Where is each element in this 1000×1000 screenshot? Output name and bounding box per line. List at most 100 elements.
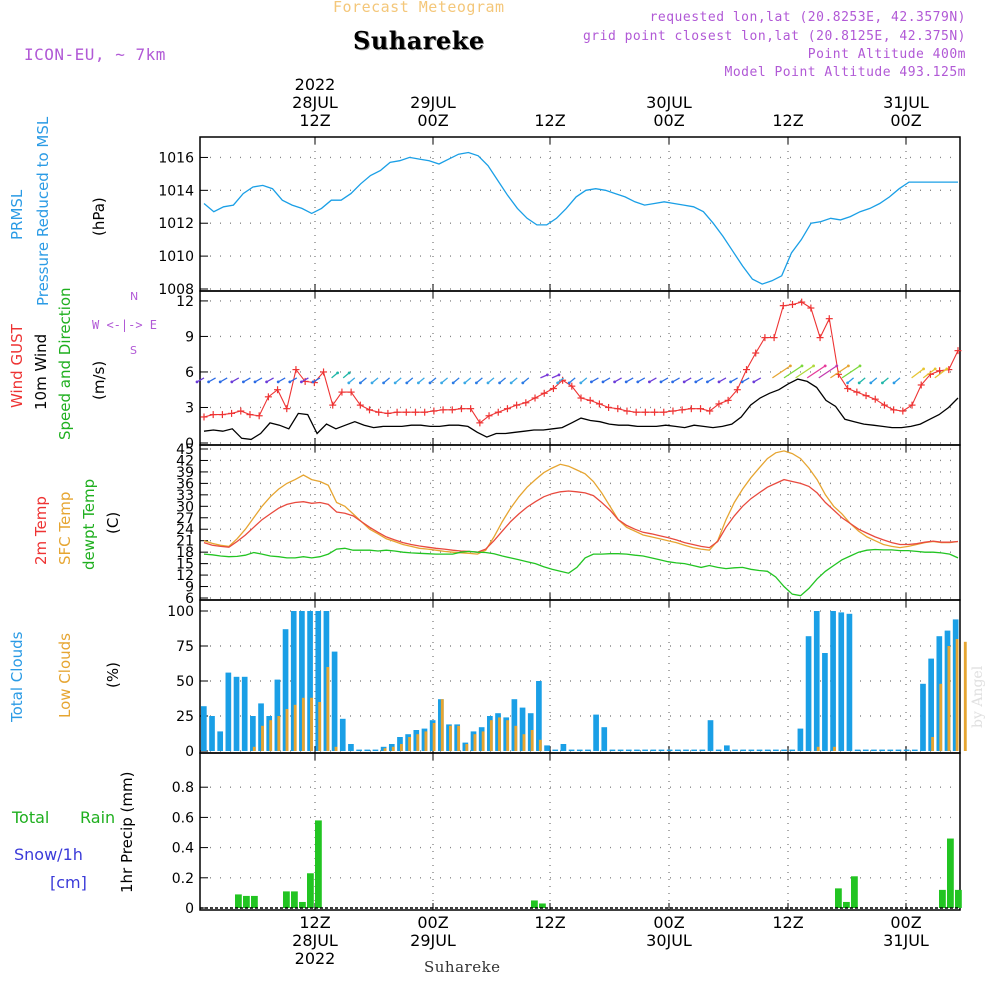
wind-arrow-head	[195, 380, 199, 384]
total-cloud-bar	[691, 749, 697, 751]
snow-label: Snow/1h	[14, 845, 83, 864]
total-cloud-bar	[838, 612, 845, 751]
time-label-bottom: 29JUL	[410, 931, 456, 950]
wind-arrow-head	[933, 367, 937, 371]
wind-arrow-head	[869, 381, 873, 385]
wind-arrow-head	[218, 380, 222, 384]
total-cloud-bar	[781, 749, 787, 751]
dewpt-line	[203, 547, 959, 597]
wind-arrow-head	[498, 381, 501, 385]
y-tick-label: 1010	[158, 249, 194, 265]
low-cloud-bar	[301, 697, 305, 751]
low-cloud-bar	[939, 683, 943, 751]
wind-arrow-head	[881, 381, 884, 385]
total-cloud-bar	[952, 619, 959, 751]
low-cloud-bar	[440, 699, 444, 751]
total-cloud-bar	[658, 749, 665, 751]
wind-arrow-head	[253, 380, 257, 384]
product-title: Forecast Meteogram	[333, 0, 505, 16]
time-label-top: 00Z	[890, 111, 921, 130]
total-cloud-bar	[740, 749, 747, 751]
low-cloud-bar	[465, 744, 469, 751]
low-cloud-bar	[285, 709, 289, 751]
total-cloud-bar	[331, 651, 338, 751]
low-cloud-bar	[277, 716, 281, 751]
compass-n: N	[130, 290, 139, 303]
wind-direction-arrow	[795, 365, 814, 379]
wind-arrow-head	[347, 371, 351, 375]
y-tick-label: 75	[176, 639, 194, 655]
y-tick-label: 15	[176, 557, 194, 573]
total-cloud-bar	[634, 749, 640, 751]
low-cloud-bar	[506, 720, 510, 751]
wind-direction-arrow	[772, 365, 791, 379]
low-cloud-bar	[816, 746, 820, 751]
y-tick-label: 50	[176, 674, 194, 690]
wind-arrow-head	[800, 364, 804, 368]
low-cloud-bar	[449, 725, 452, 751]
total-cloud-bar	[413, 730, 420, 751]
total-cloud-bar	[756, 749, 763, 751]
model-name: ICON-EU, ~ 7km	[24, 45, 166, 64]
low-cloud-bar	[481, 731, 485, 751]
wind-arrow-head	[846, 381, 849, 385]
y-tick-label: 0.2	[172, 871, 194, 887]
total-cloud-bar	[544, 745, 550, 751]
y-tick-label: 3	[185, 400, 194, 416]
total-cloud-bar	[487, 716, 493, 751]
wind-arrow-head	[207, 380, 211, 384]
total-cloud-bar	[871, 749, 877, 751]
rain-bar	[307, 873, 314, 908]
precip-unit: 1hr Precip (mm)	[118, 771, 136, 893]
low-cloud-bar	[383, 748, 387, 751]
wind-arrow-head	[336, 371, 339, 375]
rain-bar	[243, 895, 250, 908]
wind-arrow-head	[370, 381, 374, 385]
low-cloud-bar	[530, 730, 534, 751]
total-cloud-bar	[209, 716, 215, 751]
total-cloud-bar	[258, 703, 264, 751]
wind-arrow-head	[694, 380, 698, 384]
wind-arrow-head	[590, 380, 593, 384]
wind-arrow-head	[682, 380, 686, 384]
model-altitude: Model Point Altitude 493.125m	[724, 65, 966, 80]
wind-direction-arrow	[783, 365, 803, 379]
y-tick-label: 18	[176, 545, 194, 561]
y-tick-label: 39	[176, 465, 194, 481]
wind-arrow-head	[613, 380, 616, 384]
prmsl-unit: (hPa)	[90, 197, 108, 236]
time-label-top: 12Z	[534, 111, 565, 130]
wind-arrow-head	[428, 381, 432, 385]
wind-arrow-head	[729, 380, 732, 384]
wind-arrow-head	[546, 373, 549, 377]
wind-arrow-head	[417, 381, 420, 385]
total-cloud-bar	[928, 658, 934, 751]
sfc-temp-line	[203, 450, 959, 555]
y-tick-label: 9	[185, 329, 194, 345]
wind-arrow-head	[463, 381, 467, 385]
total-cloud-bar	[797, 728, 804, 751]
wind-line	[203, 378, 959, 441]
wind-arrow-head	[347, 381, 351, 385]
wind-arrow-head	[265, 380, 268, 384]
time-label-top: 28JUL	[292, 93, 338, 112]
gust-line	[203, 301, 959, 424]
time-label-bottom: 28JUL	[292, 931, 338, 950]
y-tick-label: 42	[176, 453, 194, 469]
wind-arrow-head	[789, 364, 792, 368]
low-cloud-bar	[522, 734, 526, 751]
low-cloud-bar	[931, 737, 935, 751]
y-tick-label: 12	[176, 294, 194, 310]
total-cloud-bar	[585, 749, 591, 751]
total-cloud-bar	[715, 749, 722, 751]
low-cloud-bar	[326, 667, 330, 751]
low-cloud-bar	[498, 717, 501, 751]
total-cloud-bar	[356, 749, 362, 751]
wind-arrow-head	[557, 373, 561, 377]
wind-arrow-head	[311, 380, 315, 384]
prmsl-desc-label: Pressure Reduced to MSL	[34, 116, 52, 306]
low-cloud-bar	[963, 641, 967, 751]
wind-arrow-head	[857, 381, 861, 385]
y-tick-label: 1012	[158, 216, 194, 232]
y-tick-label: 0	[185, 901, 194, 917]
